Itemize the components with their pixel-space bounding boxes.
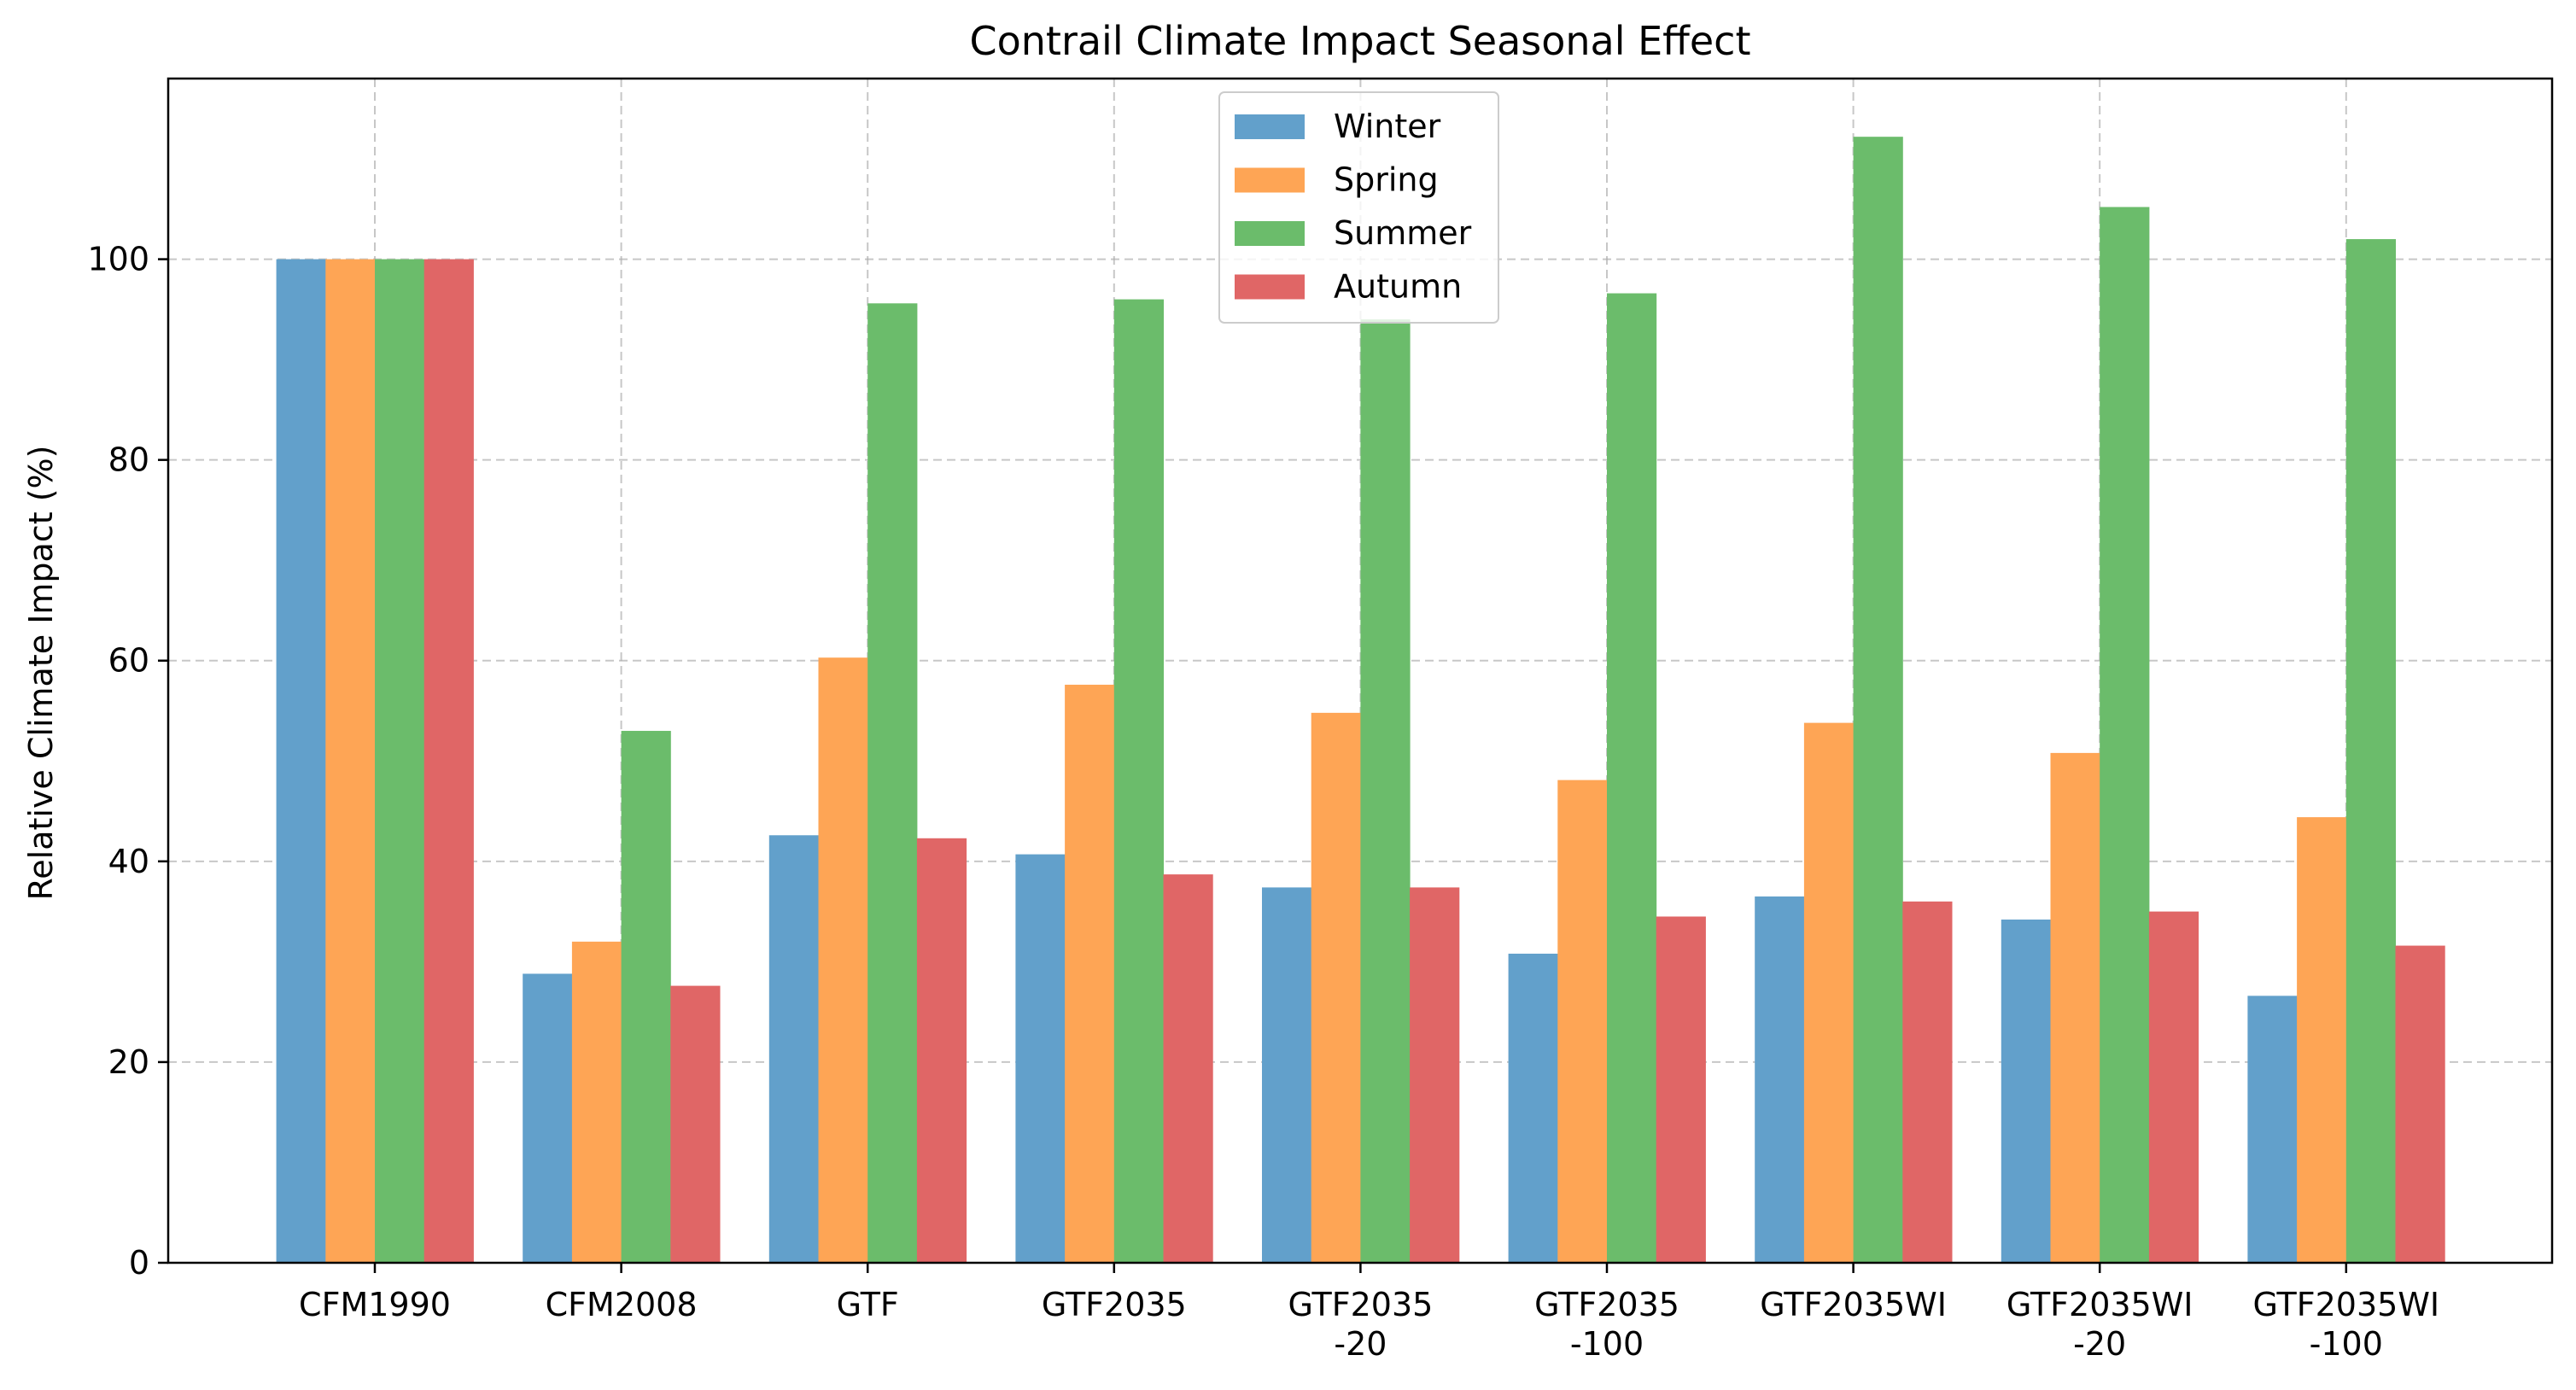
legend-swatch bbox=[1235, 274, 1305, 300]
y-tick-label: 20 bbox=[108, 1043, 149, 1081]
y-tick-label: 100 bbox=[87, 241, 149, 278]
legend-swatch bbox=[1235, 114, 1305, 139]
bar-autumn bbox=[916, 838, 967, 1263]
bar-winter bbox=[1508, 953, 1558, 1263]
bar-winter bbox=[2247, 996, 2298, 1263]
bar-autumn bbox=[2395, 945, 2445, 1263]
bar-autumn bbox=[423, 259, 474, 1263]
bar-spring bbox=[818, 657, 868, 1263]
x-axis: CFM1990 CFM2008 GTF GTF2035 GTF2035-20GTF203… bbox=[299, 1263, 2439, 1363]
x-tick-label: -100 bbox=[2310, 1325, 2383, 1363]
bar-spring bbox=[1803, 722, 1855, 1263]
bar-spring bbox=[2050, 752, 2100, 1263]
legend-label: Autumn bbox=[1334, 268, 1462, 306]
bar-winter bbox=[523, 973, 573, 1263]
x-tick-label: GTF2035WI bbox=[2252, 1286, 2439, 1323]
bar-summer bbox=[1113, 299, 1164, 1263]
bar-spring bbox=[2297, 817, 2347, 1263]
legend-label: Summer bbox=[1334, 214, 1472, 252]
bar-winter bbox=[1755, 896, 1805, 1263]
bar-spring bbox=[1311, 712, 1361, 1263]
legend-label: Winter bbox=[1334, 108, 1441, 145]
x-tick-label: -100 bbox=[1570, 1325, 1644, 1363]
bar-autumn bbox=[1902, 901, 1953, 1263]
bar-winter bbox=[276, 259, 326, 1263]
bar-summer bbox=[2345, 239, 2396, 1263]
bar-summer bbox=[375, 259, 425, 1263]
bar-summer bbox=[1853, 137, 1903, 1264]
x-tick-label: -20 bbox=[1334, 1325, 1387, 1363]
bar-autumn bbox=[1656, 916, 1706, 1263]
legend: Winter Spring Summer Autumn bbox=[1218, 91, 1499, 324]
y-tick-label: 0 bbox=[129, 1244, 149, 1282]
x-tick-label: GTF2035 bbox=[1534, 1286, 1679, 1323]
bar-autumn bbox=[670, 985, 721, 1263]
x-tick-label: CFM2008 bbox=[546, 1286, 698, 1323]
bar-autumn bbox=[1163, 874, 1213, 1263]
y-tick-label: 40 bbox=[108, 843, 149, 880]
x-tick-label: -20 bbox=[2073, 1325, 2126, 1363]
y-axis-label: Relative Climate Impact (%) bbox=[22, 446, 60, 901]
x-tick-label: CFM1990 bbox=[299, 1286, 451, 1323]
bar-summer bbox=[1360, 319, 1411, 1263]
bar-summer bbox=[2100, 207, 2150, 1264]
x-tick-label: GTF2035WI bbox=[2006, 1286, 2193, 1323]
x-tick-label: GTF2035 bbox=[1288, 1286, 1433, 1323]
bar-winter bbox=[2001, 920, 2051, 1263]
bar-summer bbox=[1607, 293, 1657, 1264]
bar-winter bbox=[1015, 854, 1066, 1263]
bar-summer bbox=[867, 303, 918, 1263]
y-tick-label: 80 bbox=[108, 441, 149, 479]
chart-title: Contrail Climate Impact Seasonal Effect bbox=[969, 18, 1750, 64]
bars bbox=[276, 137, 2445, 1264]
bar-winter bbox=[1262, 887, 1312, 1263]
x-tick-label: GTF2035WI bbox=[1760, 1286, 1947, 1323]
x-tick-label: GTF2035 bbox=[1042, 1286, 1187, 1323]
bar-autumn bbox=[1410, 887, 1460, 1263]
bar-spring bbox=[325, 259, 376, 1263]
bar-autumn bbox=[2148, 911, 2199, 1263]
legend-label: Spring bbox=[1334, 161, 1439, 199]
bar-summer bbox=[621, 731, 671, 1263]
bar-spring bbox=[1065, 684, 1115, 1263]
bar-spring bbox=[571, 941, 622, 1263]
y-axis: 0 20 40 60 80 100 bbox=[87, 241, 168, 1282]
legend-swatch bbox=[1235, 221, 1305, 246]
x-tick-label: GTF bbox=[837, 1286, 899, 1323]
bar-spring bbox=[1557, 780, 1608, 1263]
bar-winter bbox=[768, 835, 819, 1263]
y-tick-label: 60 bbox=[108, 642, 149, 680]
legend-box bbox=[1218, 91, 1499, 324]
legend-swatch bbox=[1235, 167, 1305, 193]
